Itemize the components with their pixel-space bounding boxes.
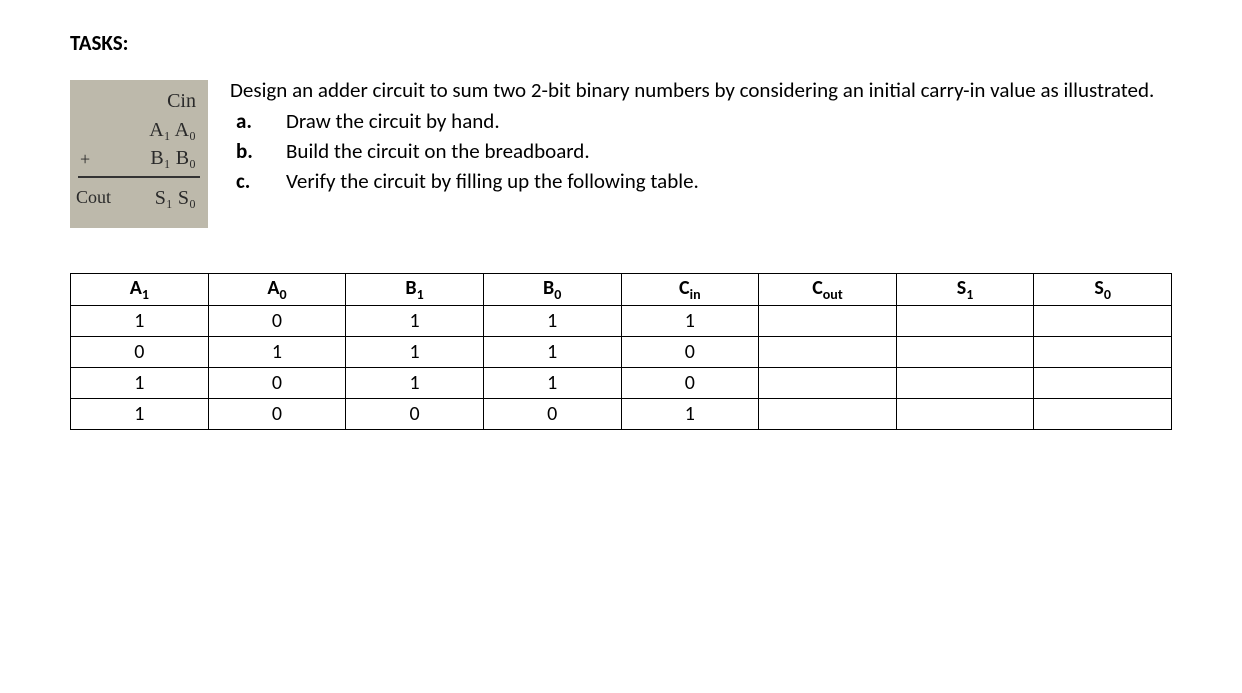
- tasks-heading: TASKS:: [70, 30, 1172, 56]
- task-text-block: Design an adder circuit to sum two 2-bit…: [230, 76, 1172, 194]
- th-b0: B0: [483, 274, 621, 306]
- hw-rule: [78, 176, 200, 178]
- task-top-row: Cin A₁ A₀ + B₁ B₀ Cout S₁ S₀ Design an a…: [70, 76, 1172, 228]
- cell-b1: 0: [346, 399, 484, 430]
- cell-cin: 1: [621, 399, 759, 430]
- cell-b0: 1: [483, 337, 621, 368]
- th-a0: A0: [208, 274, 346, 306]
- cell-s1: [896, 399, 1034, 430]
- table-row: 0 1 1 1 0: [71, 337, 1172, 368]
- th-cout: Cout: [759, 274, 897, 306]
- cell-a1: 1: [71, 368, 209, 399]
- subtask-b-text: Build the circuit on the breadboard.: [286, 138, 1172, 164]
- cell-cin: 0: [621, 368, 759, 399]
- cell-s0: [1034, 368, 1172, 399]
- cell-b1: 1: [346, 337, 484, 368]
- cell-s1: [896, 306, 1034, 337]
- table-row: 1 0 0 0 1: [71, 399, 1172, 430]
- task-intro: Design an adder circuit to sum two 2-bit…: [230, 76, 1172, 104]
- cell-cout: [759, 337, 897, 368]
- handwritten-addition-figure: Cin A₁ A₀ + B₁ B₀ Cout S₁ S₀: [70, 80, 208, 228]
- hw-cin: Cin: [167, 91, 196, 111]
- subtask-a-text: Draw the circuit by hand.: [286, 108, 1172, 134]
- table-row: 1 0 1 1 1: [71, 306, 1172, 337]
- truth-table: A1 A0 B1 B0 Cin Cout S1 S0 1 0 1 1 1 0 1…: [70, 273, 1172, 430]
- subtask-b-label: b.: [236, 138, 272, 164]
- cell-s0: [1034, 306, 1172, 337]
- cell-a0: 0: [208, 399, 346, 430]
- cell-b0: 0: [483, 399, 621, 430]
- cell-b1: 1: [346, 368, 484, 399]
- cell-b0: 1: [483, 306, 621, 337]
- cell-b1: 1: [346, 306, 484, 337]
- cell-cin: 0: [621, 337, 759, 368]
- cell-a1: 1: [71, 306, 209, 337]
- cell-cout: [759, 368, 897, 399]
- th-cin: Cin: [621, 274, 759, 306]
- th-b1: B1: [346, 274, 484, 306]
- th-a1: A1: [71, 274, 209, 306]
- table-header-row: A1 A0 B1 B0 Cin Cout S1 S0: [71, 274, 1172, 306]
- cell-a0: 1: [208, 337, 346, 368]
- hw-cout: Cout: [76, 188, 111, 206]
- cell-b0: 1: [483, 368, 621, 399]
- cell-s1: [896, 337, 1034, 368]
- cell-a1: 0: [71, 337, 209, 368]
- subtask-c-label: c.: [236, 168, 272, 194]
- cell-a0: 0: [208, 368, 346, 399]
- subtask-c-text: Verify the circuit by filling up the fol…: [286, 168, 1172, 194]
- cell-cin: 1: [621, 306, 759, 337]
- th-s0: S0: [1034, 274, 1172, 306]
- subtask-list: a. Draw the circuit by hand. b. Build th…: [236, 108, 1172, 194]
- hw-a-row: A₁ A₀: [149, 120, 196, 140]
- hw-s-row: S₁ S₀: [155, 188, 196, 208]
- cell-cout: [759, 306, 897, 337]
- cell-a1: 1: [71, 399, 209, 430]
- hw-plus: +: [80, 150, 90, 168]
- hw-b-row: B₁ B₀: [150, 148, 196, 168]
- cell-s0: [1034, 399, 1172, 430]
- cell-s1: [896, 368, 1034, 399]
- cell-cout: [759, 399, 897, 430]
- cell-a0: 0: [208, 306, 346, 337]
- cell-s0: [1034, 337, 1172, 368]
- subtask-a-label: a.: [236, 108, 272, 134]
- th-s1: S1: [896, 274, 1034, 306]
- table-row: 1 0 1 1 0: [71, 368, 1172, 399]
